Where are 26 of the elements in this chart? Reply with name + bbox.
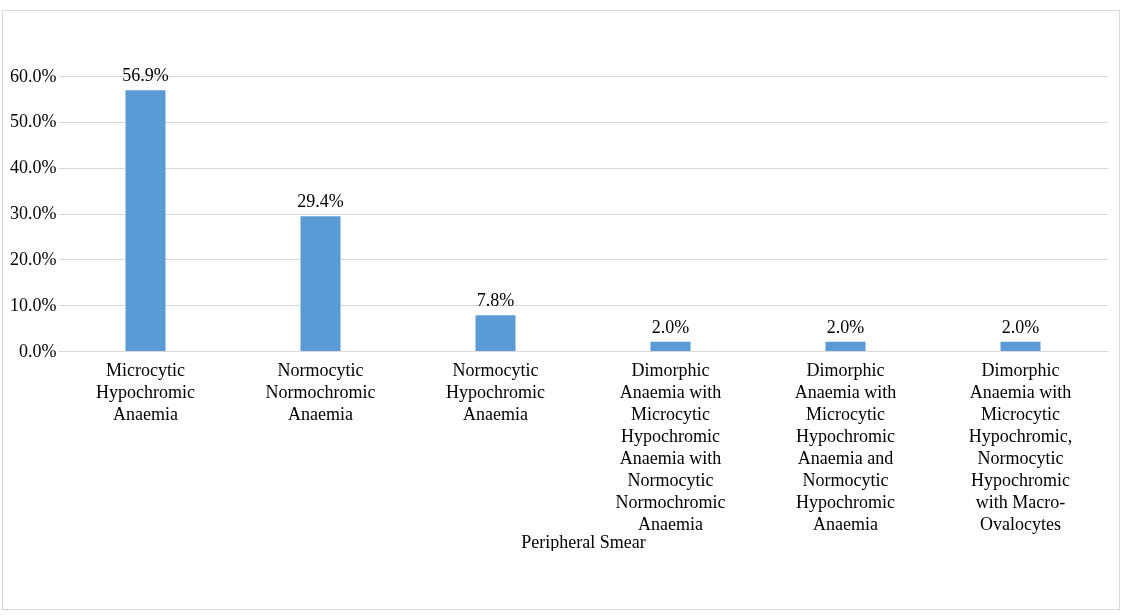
data-label: 56.9% [122,65,169,86]
x-axis-title: Peripheral Smear [521,531,646,552]
data-label: 29.4% [297,191,344,212]
y-tick-label: 10.0% [10,294,57,315]
x-tick-label: Dimorphic Anaemia with Microcytic Hypochromic Anaemia with Normocytic Normochromic Anaemia [615,359,726,534]
data-label: 2.0% [651,316,690,337]
bar [1000,341,1041,351]
y-tick-label: 30.0% [10,203,57,223]
x-tick-label: Dimorphic Anaemia with Microcytic Hypochromic, Normocytic Hypochromic with Macro-Ovalocytes [968,359,1073,534]
x-tick-label: Normocytic Normochromic Anaemia [265,359,376,424]
data-label: 2.0% [826,316,865,337]
bar [300,216,341,351]
bar [125,90,166,351]
bar [825,341,866,351]
y-tick-label: 50.0% [10,111,57,132]
data-label: 7.8% [476,290,515,311]
y-tick-label: 0.0% [19,340,57,361]
bar [475,315,516,351]
x-tick-label: Dimorphic Anaemia with Microcytic Hypochromic Anaemia and Normocytic Hypochromic Anaemia [794,359,897,534]
y-tick-label: 60.0% [10,65,57,86]
y-tick-label: 40.0% [10,157,57,178]
x-tick-label: Microcytic Hypochromic Anaemia [96,359,195,424]
x-tick-label: Normocytic Hypochromic Anaemia [446,359,545,424]
data-label: 2.0% [1001,316,1040,337]
bar [650,341,691,351]
y-tick-label: 20.0% [10,248,57,269]
